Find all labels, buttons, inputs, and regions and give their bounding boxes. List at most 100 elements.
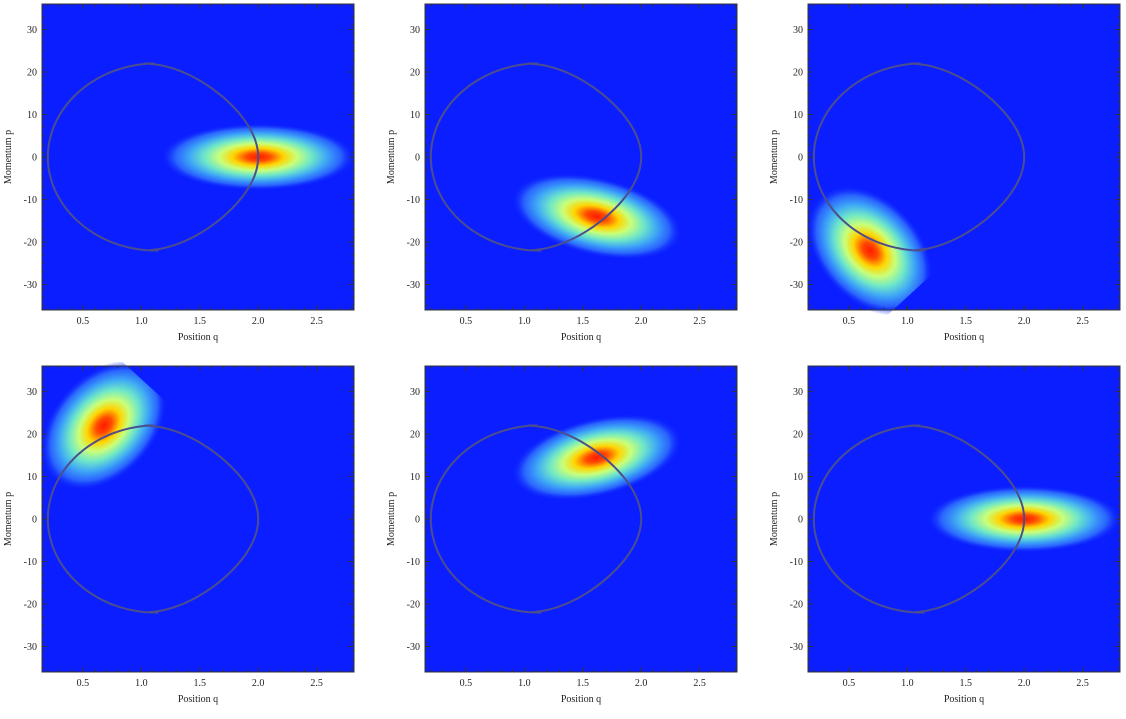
x-tick-label: 0.5 xyxy=(77,316,90,327)
y-tick-label: -20 xyxy=(407,600,420,611)
x-tick-label: 1.0 xyxy=(518,678,531,689)
x-tick-label: 0.5 xyxy=(77,678,90,689)
y-tick-label: -30 xyxy=(407,280,420,291)
density-plot: 0.5 1.0 1.5 2.0 2.5 -30 -20 -10 0 10 20 30 Position … xyxy=(3,3,355,343)
x-tick-label: 2.5 xyxy=(310,678,323,689)
density-blob xyxy=(806,185,934,316)
x-tick-label: 1.5 xyxy=(577,316,590,327)
x-axis-title: Position q xyxy=(178,694,218,705)
plot-panel-4: 0.5 1.0 1.5 2.0 2.5 -30 -20 -10 0 10 20 30 Position … xyxy=(0,362,375,719)
x-axis-title: Position q xyxy=(944,332,984,343)
x-tick-label: 1.0 xyxy=(135,316,148,327)
x-tick-label: 2.0 xyxy=(252,678,265,689)
x-tick-label: 1.5 xyxy=(194,678,207,689)
y-tick-label: 20 xyxy=(27,68,37,79)
y-tick-label: 10 xyxy=(410,472,420,483)
density-blob xyxy=(511,413,683,501)
x-tick-label: 2.0 xyxy=(635,316,648,327)
y-axis-title: Momentum p xyxy=(769,130,780,184)
density-plot: 0.5 1.0 1.5 2.0 2.5 -30 -20 -10 0 10 20 30 Position … xyxy=(3,362,355,705)
x-axis-title: Position q xyxy=(561,332,601,343)
plot-panel-5: 0.5 1.0 1.5 2.0 2.5 -30 -20 -10 0 10 20 30 Position … xyxy=(383,362,758,719)
y-tick-label: 0 xyxy=(415,515,420,526)
y-tick-label: -20 xyxy=(24,238,37,249)
x-tick-label: 1.0 xyxy=(901,316,914,327)
y-tick-label: 30 xyxy=(410,387,420,398)
x-tick-label: 2.0 xyxy=(1018,678,1031,689)
density-plot: 0.5 1.0 1.5 2.0 2.5 -30 -20 -10 0 10 20 30 Position … xyxy=(769,365,1121,705)
x-tick-label: 2.0 xyxy=(1018,316,1031,327)
x-tick-label: 2.5 xyxy=(1076,678,1089,689)
density-blob xyxy=(40,362,168,491)
y-tick-label: -10 xyxy=(407,557,420,568)
x-tick-label: 2.0 xyxy=(252,316,265,327)
y-tick-label: -10 xyxy=(407,195,420,206)
x-tick-label: 1.5 xyxy=(960,678,973,689)
x-tick-label: 0.5 xyxy=(843,316,856,327)
y-axis-title: Momentum p xyxy=(3,130,14,184)
y-tick-label: -30 xyxy=(24,280,37,291)
plot-panel-2: 0.5 1.0 1.5 2.0 2.5 -30 -20 -10 0 10 20 30 Position … xyxy=(383,0,758,357)
x-tick-label: 2.5 xyxy=(693,316,706,327)
y-tick-label: 30 xyxy=(27,25,37,36)
y-tick-label: -20 xyxy=(790,238,803,249)
y-tick-label: 0 xyxy=(798,515,803,526)
x-tick-label: 2.5 xyxy=(1076,316,1089,327)
x-tick-label: 1.5 xyxy=(194,316,207,327)
x-tick-label: 2.5 xyxy=(693,678,706,689)
y-tick-label: -30 xyxy=(407,642,420,653)
y-tick-label: 10 xyxy=(793,472,803,483)
y-tick-label: 10 xyxy=(410,110,420,121)
y-axis-title: Momentum p xyxy=(386,492,397,546)
y-axis-title: Momentum p xyxy=(3,492,14,546)
x-tick-label: 0.5 xyxy=(460,316,473,327)
x-tick-label: 1.0 xyxy=(901,678,914,689)
density-plot: 0.5 1.0 1.5 2.0 2.5 -30 -20 -10 0 10 20 30 Position … xyxy=(386,365,738,705)
x-tick-label: 1.0 xyxy=(135,678,148,689)
x-tick-label: 1.5 xyxy=(960,316,973,327)
y-tick-label: 20 xyxy=(27,430,37,441)
x-axis-title: Position q xyxy=(178,332,218,343)
plot-panel-3: 0.5 1.0 1.5 2.0 2.5 -30 -20 -10 0 10 20 30 Position … xyxy=(766,0,1126,357)
y-tick-label: -20 xyxy=(407,238,420,249)
x-tick-label: 1.5 xyxy=(577,678,590,689)
y-tick-label: 20 xyxy=(793,68,803,79)
y-tick-label: -30 xyxy=(24,642,37,653)
y-tick-label: 10 xyxy=(793,110,803,121)
x-tick-label: 0.5 xyxy=(460,678,473,689)
y-tick-label: -10 xyxy=(790,195,803,206)
y-tick-label: 0 xyxy=(798,153,803,164)
y-axis-title: Momentum p xyxy=(386,130,397,184)
y-tick-label: 10 xyxy=(27,472,37,483)
plot-background xyxy=(425,366,737,672)
y-tick-label: 30 xyxy=(410,25,420,36)
y-tick-label: -30 xyxy=(790,642,803,653)
orbit-curve xyxy=(429,424,643,614)
density-plot: 0.5 1.0 1.5 2.0 2.5 -30 -20 -10 0 10 20 30 Position … xyxy=(386,3,738,343)
y-tick-label: 20 xyxy=(793,430,803,441)
orbit-curve xyxy=(46,424,260,614)
y-tick-label: -30 xyxy=(790,280,803,291)
density-blob xyxy=(511,173,683,260)
orbit-curve xyxy=(429,62,643,252)
y-tick-label: -10 xyxy=(24,195,37,206)
y-tick-label: -20 xyxy=(790,600,803,611)
y-tick-label: 0 xyxy=(32,515,37,526)
y-tick-label: -10 xyxy=(790,557,803,568)
y-tick-label: 30 xyxy=(793,387,803,398)
density-plot: 0.5 1.0 1.5 2.0 2.5 -30 -20 -10 0 10 20 30 Position … xyxy=(769,3,1121,343)
y-tick-label: -20 xyxy=(24,600,37,611)
y-tick-label: 30 xyxy=(27,387,37,398)
x-axis-title: Position q xyxy=(561,694,601,705)
x-axis-title: Position q xyxy=(944,694,984,705)
orbit-curve xyxy=(46,62,260,252)
y-tick-label: 30 xyxy=(793,25,803,36)
plot-panel-6: 0.5 1.0 1.5 2.0 2.5 -30 -20 -10 0 10 20 30 Position … xyxy=(766,362,1126,719)
y-tick-label: 10 xyxy=(27,110,37,121)
x-tick-label: 2.5 xyxy=(310,316,323,327)
x-tick-label: 2.0 xyxy=(635,678,648,689)
y-tick-label: 0 xyxy=(32,153,37,164)
orbit-curve xyxy=(812,424,1026,614)
plot-panel-1: 0.5 1.0 1.5 2.0 2.5 -30 -20 -10 0 10 20 30 Position … xyxy=(0,0,375,357)
